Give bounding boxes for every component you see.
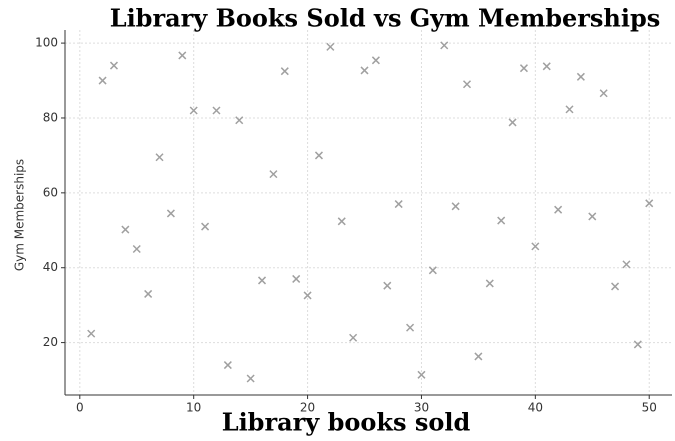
point (428, 266, 437, 275)
point (383, 281, 392, 290)
x-tick-label: 20 (300, 401, 315, 415)
point (246, 374, 255, 383)
point (645, 199, 654, 208)
point (440, 41, 449, 50)
y-tick-label: 20 (43, 335, 58, 349)
point (257, 276, 267, 285)
point (269, 170, 278, 179)
point (406, 323, 415, 332)
point (519, 64, 528, 73)
point (144, 289, 153, 298)
point (531, 242, 540, 251)
point (201, 222, 210, 231)
point (576, 72, 585, 81)
point (314, 151, 323, 160)
point (633, 340, 642, 349)
point (611, 282, 620, 291)
point (360, 66, 369, 75)
point (178, 51, 187, 60)
chart-title: Library Books Sold vs Gym Memberships (110, 4, 661, 33)
point (292, 274, 301, 283)
point (303, 291, 312, 300)
point (132, 244, 141, 254)
y-tick-label: 40 (43, 260, 58, 274)
point (166, 209, 175, 218)
point (326, 42, 335, 51)
point (155, 153, 164, 162)
point (280, 67, 289, 76)
y-tick-label: 80 (43, 110, 58, 124)
point (223, 361, 232, 370)
point (212, 106, 221, 115)
x-tick-label: 30 (414, 401, 429, 415)
point (508, 118, 517, 127)
point (235, 116, 244, 125)
point (497, 216, 506, 225)
point (121, 225, 130, 234)
point (565, 105, 574, 114)
x-tick-label: 10 (186, 401, 201, 415)
point (417, 370, 426, 379)
x-tick-label: 0 (76, 401, 84, 415)
point (599, 89, 608, 98)
point (474, 352, 483, 361)
point (189, 106, 198, 115)
y-axis-label: Gym Memberships (13, 159, 27, 271)
point (462, 80, 472, 89)
y-tick-label: 60 (43, 185, 58, 199)
x-axis-label: Library books sold (222, 408, 471, 437)
point (98, 76, 107, 85)
point (451, 202, 460, 211)
point (337, 217, 346, 226)
point (87, 329, 96, 338)
point (588, 212, 597, 221)
point (371, 56, 380, 65)
point (542, 62, 551, 71)
x-tick-label: 50 (642, 401, 657, 415)
point (394, 200, 403, 209)
point (109, 61, 119, 70)
point (349, 333, 358, 342)
point (485, 279, 494, 288)
y-tick-label: 100 (35, 36, 58, 50)
point (622, 260, 631, 269)
point (554, 205, 563, 214)
x-tick-label: 40 (528, 401, 543, 415)
